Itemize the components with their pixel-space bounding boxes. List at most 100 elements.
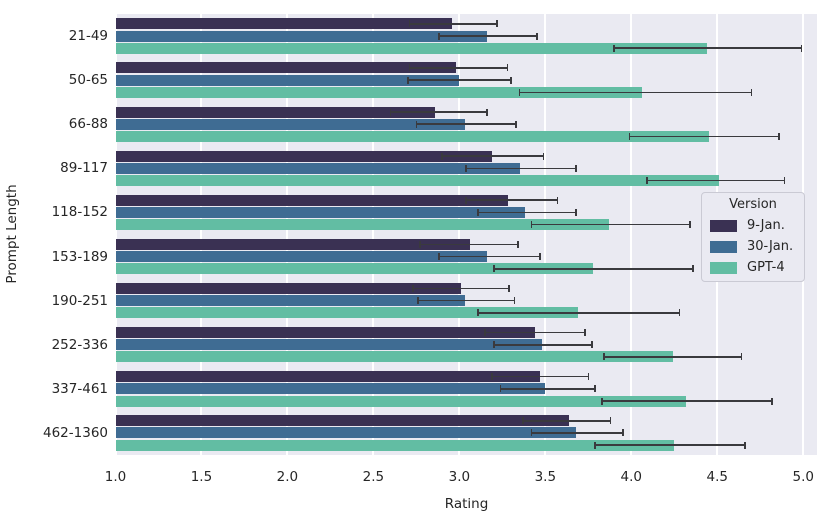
legend-item-9-Jan.: 9-Jan. — [710, 215, 796, 236]
gridline-x-1.0 — [114, 14, 117, 455]
error-cap-high-30-Jan.-252-336 — [590, 341, 593, 349]
error-cap-high-GPT-4-252-336 — [740, 353, 743, 361]
error-cap-low-9-Jan.-21-49 — [408, 20, 411, 28]
gridline-x-1.5 — [200, 14, 203, 455]
error-cap-low-30-Jan.-252-336 — [492, 341, 495, 349]
x-tick-label-1.5: 1.5 — [190, 469, 213, 485]
error-cap-high-GPT-4-50-65 — [750, 88, 753, 96]
y-tick-label-337-461: 337-461 — [51, 380, 108, 397]
error-cap-low-9-Jan.-66-88 — [389, 108, 392, 116]
x-tick-label-3.5: 3.5 — [534, 469, 557, 485]
error-cap-low-GPT-4-153-189 — [492, 265, 495, 273]
x-tick-label-4.5: 4.5 — [706, 469, 728, 485]
error-cap-low-30-Jan.-337-461 — [499, 385, 502, 393]
error-cap-low-GPT-4-337-461 — [601, 397, 603, 405]
error-bar-30-Jan.-190-251 — [418, 299, 515, 302]
error-cap-low-30-Jan.-462-1360 — [530, 429, 533, 437]
x-axis-label: Rating — [444, 496, 489, 512]
bar-9-Jan.-89-117 — [115, 150, 493, 162]
legend-swatch-30-Jan. — [710, 240, 737, 253]
bar-GPT-4-153-189 — [115, 263, 594, 275]
bar-9-Jan.-118-152 — [115, 194, 508, 206]
gridline-x-3.5 — [544, 14, 547, 455]
error-cap-high-30-Jan.-462-1360 — [621, 429, 624, 437]
error-cap-high-GPT-4-153-189 — [692, 265, 694, 273]
error-bar-9-Jan.-50-65 — [409, 67, 508, 69]
error-cap-high-GPT-4-21-49 — [800, 44, 803, 52]
error-bar-30-Jan.-118-152 — [478, 211, 577, 214]
error-bar-9-Jan.-66-88 — [390, 111, 487, 113]
bar-GPT-4-66-88 — [115, 130, 709, 142]
legend-swatch-9-Jan. — [710, 219, 737, 232]
error-cap-high-GPT-4-190-251 — [678, 309, 681, 317]
error-cap-low-9-Jan.-89-117 — [441, 152, 443, 160]
error-bar-GPT-4-252-336 — [603, 356, 742, 358]
error-cap-high-9-Jan.-66-88 — [486, 108, 488, 116]
y-tick-label-89-117: 89-117 — [60, 160, 108, 177]
bar-9-Jan.-50-65 — [115, 62, 456, 74]
error-cap-low-30-Jan.-153-189 — [437, 253, 440, 261]
bar-9-Jan.-153-189 — [115, 238, 470, 250]
error-bar-GPT-4-462-1360 — [595, 444, 745, 446]
error-bar-GPT-4-50-65 — [519, 91, 752, 94]
error-bar-9-Jan.-118-152 — [466, 199, 558, 202]
error-bar-30-Jan.-21-49 — [438, 35, 537, 37]
error-bar-30-Jan.-337-461 — [500, 388, 596, 390]
y-tick-label-21-49: 21-49 — [68, 28, 108, 45]
bar-30-Jan.-190-251 — [115, 295, 465, 307]
x-tick-label-1.0: 1.0 — [104, 469, 127, 485]
error-cap-low-GPT-4-89-117 — [645, 177, 648, 185]
x-tick-label-3.0: 3.0 — [448, 469, 471, 485]
error-bar-9-Jan.-21-49 — [409, 23, 498, 25]
error-cap-low-9-Jan.-118-152 — [465, 196, 468, 204]
y-tick-label-190-251: 190-251 — [51, 292, 108, 309]
error-bar-30-Jan.-153-189 — [438, 255, 541, 258]
bar-9-Jan.-190-251 — [115, 282, 462, 294]
error-bar-GPT-4-337-461 — [602, 400, 773, 402]
error-bar-GPT-4-89-117 — [646, 179, 785, 182]
bar-30-Jan.-118-152 — [115, 206, 525, 218]
error-bar-30-Jan.-252-336 — [493, 343, 592, 346]
gridline-x-2.0 — [286, 14, 289, 455]
legend-label-GPT-4: GPT-4 — [747, 260, 785, 275]
y-tick-label-118-152: 118-152 — [51, 204, 108, 221]
bar-9-Jan.-21-49 — [115, 18, 453, 30]
error-cap-high-30-Jan.-89-117 — [575, 164, 578, 172]
legend-items: 9-Jan. 30-Jan. GPT-4 — [710, 215, 796, 278]
error-bar-9-Jan.-190-251 — [412, 287, 510, 290]
error-cap-high-GPT-4-66-88 — [778, 132, 780, 140]
bar-GPT-4-337-461 — [115, 395, 687, 407]
error-cap-high-30-Jan.-190-251 — [513, 297, 516, 305]
error-cap-high-30-Jan.-118-152 — [575, 208, 578, 216]
gridline-x-3.0 — [458, 14, 461, 455]
bar-30-Jan.-337-461 — [115, 383, 546, 395]
bar-GPT-4-50-65 — [115, 86, 642, 98]
error-bar-30-Jan.-89-117 — [466, 167, 577, 170]
bar-GPT-4-252-336 — [115, 351, 673, 363]
error-cap-low-GPT-4-21-49 — [613, 44, 615, 52]
bar-GPT-4-118-152 — [115, 219, 609, 231]
error-bar-GPT-4-21-49 — [614, 47, 802, 50]
bar-GPT-4-21-49 — [115, 42, 707, 54]
error-cap-high-9-Jan.-50-65 — [506, 64, 509, 72]
error-cap-high-GPT-4-118-152 — [688, 221, 691, 229]
x-tick-label-2.0: 2.0 — [276, 469, 299, 485]
error-cap-low-9-Jan.-50-65 — [408, 64, 411, 72]
error-bar-GPT-4-118-152 — [531, 223, 690, 226]
legend-label-30-Jan.: 30-Jan. — [747, 239, 794, 254]
error-cap-low-GPT-4-462-1360 — [594, 441, 596, 449]
error-bar-GPT-4-190-251 — [478, 312, 680, 314]
legend-item-GPT-4: GPT-4 — [710, 257, 796, 278]
y-axis-label: Prompt Length — [4, 184, 20, 284]
y-tick-label-462-1360: 462-1360 — [43, 424, 108, 441]
legend: Version 9-Jan. 30-Jan. GPT-4 — [701, 192, 805, 282]
y-tick-label-153-189: 153-189 — [51, 248, 108, 265]
error-cap-high-9-Jan.-153-189 — [517, 240, 519, 248]
bar-9-Jan.-337-461 — [115, 371, 541, 383]
error-cap-low-30-Jan.-50-65 — [406, 76, 409, 84]
gridline-x-2.5 — [372, 14, 375, 455]
error-cap-low-9-Jan.-190-251 — [412, 284, 414, 292]
legend-swatch-GPT-4 — [710, 261, 737, 274]
y-tick-label-50-65: 50-65 — [68, 72, 108, 89]
